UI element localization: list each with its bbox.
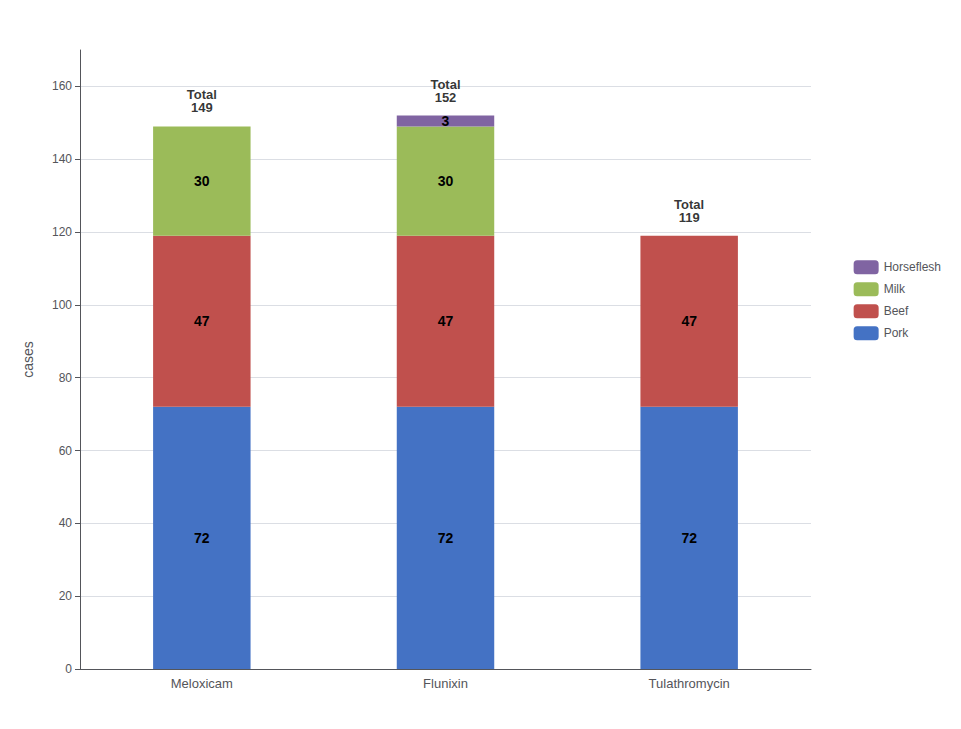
svg-text:30: 30 bbox=[438, 173, 454, 189]
svg-text:cases: cases bbox=[20, 341, 36, 378]
svg-text:Pork: Pork bbox=[884, 326, 910, 340]
svg-text:0: 0 bbox=[65, 662, 72, 676]
svg-text:40: 40 bbox=[59, 516, 73, 530]
svg-text:47: 47 bbox=[194, 313, 210, 329]
svg-text:Total: Total bbox=[674, 196, 705, 212]
svg-text:152: 152 bbox=[435, 90, 457, 105]
svg-text:Milk: Milk bbox=[884, 282, 906, 296]
svg-text:Total: Total bbox=[186, 87, 217, 103]
svg-text:Beef: Beef bbox=[884, 304, 909, 318]
svg-text:80: 80 bbox=[59, 371, 73, 385]
svg-text:30: 30 bbox=[194, 173, 210, 189]
svg-text:3: 3 bbox=[442, 113, 450, 129]
svg-text:47: 47 bbox=[681, 313, 697, 329]
svg-text:120: 120 bbox=[52, 225, 72, 239]
svg-text:140: 140 bbox=[52, 152, 72, 166]
svg-text:100: 100 bbox=[52, 298, 72, 312]
svg-text:Tulathromycin: Tulathromycin bbox=[649, 676, 730, 691]
svg-text:Total: Total bbox=[430, 76, 461, 92]
svg-text:119: 119 bbox=[679, 210, 700, 225]
svg-text:72: 72 bbox=[194, 530, 210, 546]
svg-text:160: 160 bbox=[52, 79, 72, 93]
svg-text:72: 72 bbox=[681, 530, 697, 546]
svg-text:Meloxicam: Meloxicam bbox=[171, 676, 233, 691]
svg-text:72: 72 bbox=[438, 530, 454, 546]
svg-text:Flunixin: Flunixin bbox=[423, 676, 468, 691]
svg-text:60: 60 bbox=[59, 444, 73, 458]
svg-text:47: 47 bbox=[438, 313, 454, 329]
svg-text:149: 149 bbox=[191, 100, 213, 115]
svg-text:Horseflesh: Horseflesh bbox=[884, 260, 941, 274]
svg-text:20: 20 bbox=[59, 589, 73, 603]
